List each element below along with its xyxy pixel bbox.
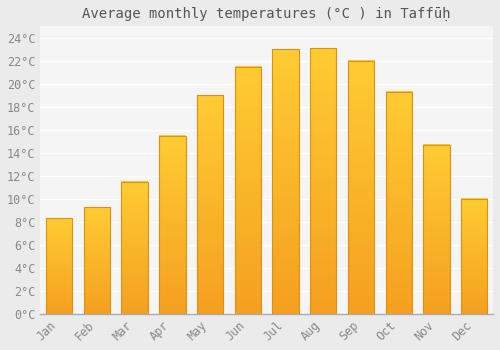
Bar xyxy=(424,145,450,314)
Bar xyxy=(84,207,110,314)
Bar xyxy=(122,182,148,314)
Bar xyxy=(310,48,336,314)
Bar xyxy=(461,199,487,314)
Bar xyxy=(348,61,374,314)
Bar xyxy=(386,92,412,314)
Bar xyxy=(159,135,186,314)
Bar xyxy=(234,66,261,314)
Bar xyxy=(272,49,299,314)
Bar xyxy=(46,218,72,314)
Title: Average monthly temperatures (°C ) in Taffūḥ: Average monthly temperatures (°C ) in Ta… xyxy=(82,7,451,21)
Bar xyxy=(197,95,224,314)
